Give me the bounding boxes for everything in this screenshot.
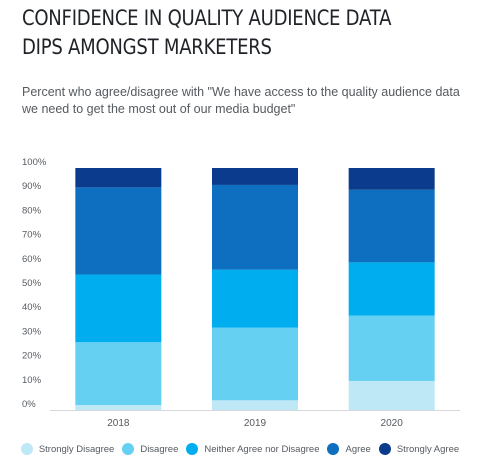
y-tick-label: 70%: [22, 230, 42, 241]
legend-swatch: [327, 443, 340, 455]
legend-item: Disagree: [122, 443, 178, 455]
legend-item: Strongly Disagree: [20, 443, 115, 455]
y-tick-label: 0%: [22, 399, 36, 410]
chart-legend: Strongly Disagree Disagree Neither Agree n…: [0, 443, 480, 455]
bar-segment-2019-disagree: [212, 327, 298, 401]
bar-segment-2020-agree: [348, 189, 435, 263]
bar-segment-2018-neither-agree-nor-disagree: [75, 274, 162, 343]
bar-segment-2018-strongly-disagree: [75, 405, 162, 410]
legend-label: Strongly Disagree: [38, 443, 115, 455]
bar-segment-2019-strongly-agree: [212, 168, 298, 185]
legend-label: Disagree: [140, 443, 179, 455]
y-tick-label: 20%: [22, 351, 42, 362]
bar-segment-2018-disagree: [75, 342, 162, 406]
x-category-label: 2020: [381, 418, 404, 429]
y-tick-label: 30%: [22, 326, 42, 337]
bar-segment-2020-disagree: [348, 315, 435, 381]
x-category-label: 2018: [107, 418, 130, 429]
legend-item: Strongly Agree: [378, 443, 460, 455]
x-category-label: 2019: [244, 418, 267, 429]
chart-title: CONFIDENCE IN QUALITY AUDIENCE DATA DIPS…: [22, 6, 392, 59]
y-tick-label: 10%: [22, 375, 42, 386]
chart-subtitle: Percent who agree/disagree with "We have…: [22, 85, 460, 116]
legend-swatch: [186, 443, 199, 455]
y-tick-label: 60%: [22, 254, 42, 265]
legend-swatch: [20, 443, 33, 455]
stacked-bar-chart: 0% 10% 20% 30% 40% 50% 60% 70% 80% 90% 100% 2018 201…: [22, 157, 460, 429]
legend-item: Neither Agree nor Disagree: [186, 443, 319, 455]
legend-label: Agree: [345, 443, 371, 455]
bar-segment-2019-agree: [212, 184, 298, 270]
y-tick-label: 50%: [22, 278, 42, 289]
y-tick-label: 40%: [22, 302, 42, 313]
bar-segment-2018-strongly-agree: [75, 168, 162, 188]
bar-segment-2019-strongly-disagree: [212, 400, 298, 410]
bar-segment-2020-neither-agree-nor-disagree: [348, 262, 435, 316]
legend-label: Neither Agree nor Disagree: [204, 443, 320, 455]
legend-swatch: [378, 443, 391, 455]
bar-segment-2020-strongly-disagree: [348, 380, 435, 410]
bar-segment-2018-agree: [75, 187, 162, 275]
legend-label: Strongly Agree: [396, 443, 460, 455]
legend-swatch: [122, 443, 135, 455]
legend-item: Agree: [327, 443, 371, 455]
bar-segment-2020-strongly-agree: [348, 168, 435, 190]
y-tick-label: 80%: [22, 205, 42, 216]
y-tick-label: 90%: [22, 181, 42, 192]
bar-segment-2019-neither-agree-nor-disagree: [212, 269, 298, 328]
y-tick-label: 100%: [22, 157, 47, 168]
